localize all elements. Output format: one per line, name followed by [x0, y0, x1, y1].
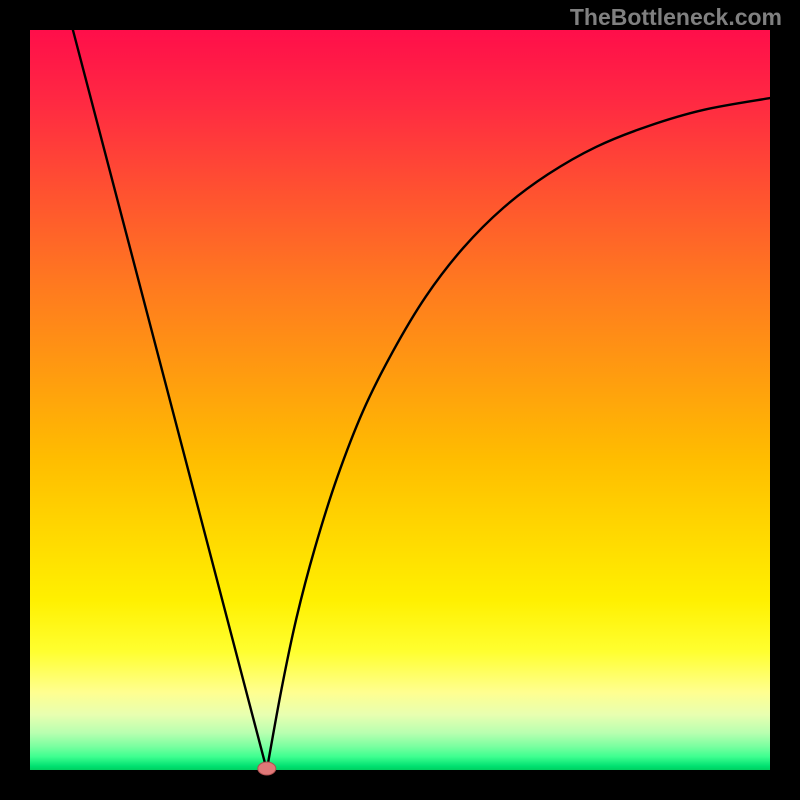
- watermark-text: TheBottleneck.com: [570, 4, 782, 31]
- chart-canvas: TheBottleneck.com: [0, 0, 800, 800]
- gradient-chart-svg: [0, 0, 800, 800]
- plot-area-gradient: [30, 30, 770, 770]
- minimum-marker: [258, 762, 276, 775]
